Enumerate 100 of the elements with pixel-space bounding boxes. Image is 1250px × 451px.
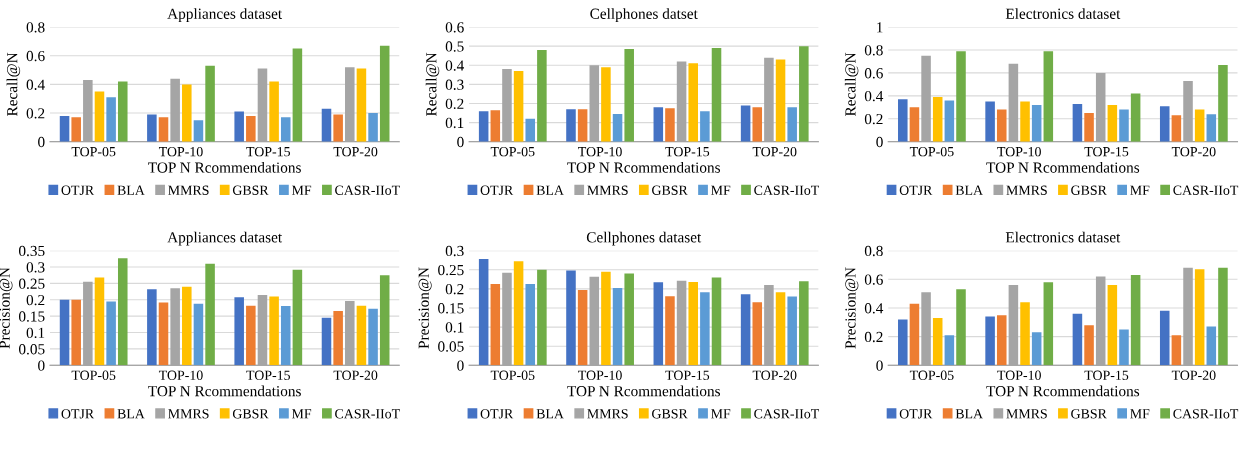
- bar: [1084, 325, 1094, 366]
- bar: [740, 105, 751, 142]
- bar: [700, 111, 710, 142]
- legend-label: CASR-IIoT: [1173, 409, 1239, 419]
- bar: [996, 109, 1007, 142]
- bar: [676, 61, 687, 142]
- y-tick-label: 0.05: [18, 344, 45, 355]
- x-tick-label: TOP-15: [246, 370, 290, 380]
- bar: [490, 110, 501, 142]
- legend-label: OTJR: [61, 409, 95, 419]
- chart-title: Appliances dataset: [167, 8, 283, 22]
- bar: [676, 280, 687, 366]
- bar: [1218, 64, 1228, 142]
- legend-label: OTJR: [480, 185, 514, 195]
- bar: [566, 109, 576, 142]
- bar: [94, 91, 105, 142]
- bar: [787, 107, 797, 142]
- bar: [1084, 113, 1094, 142]
- bar: [787, 296, 797, 366]
- y-tick-label: 0.3: [445, 79, 464, 90]
- x-tick-label: TOP-05: [490, 146, 535, 157]
- bar: [1218, 267, 1228, 366]
- x-axis-title: TOP N Rcommendations: [986, 385, 1140, 397]
- y-tick-label: 0.1: [26, 327, 45, 339]
- bar: [1194, 269, 1205, 366]
- bar: [589, 276, 600, 366]
- bar: [147, 114, 157, 142]
- bar: [117, 258, 128, 366]
- bar: [1095, 72, 1106, 142]
- y-axis-title: Precision@N: [418, 267, 432, 349]
- bar: [280, 117, 291, 142]
- bar: [71, 117, 81, 142]
- x-axis-title: TOP N Rcommendations: [567, 385, 721, 397]
- bar: [321, 108, 332, 142]
- bar: [577, 109, 588, 142]
- bar: [898, 319, 908, 366]
- bar: [944, 335, 955, 366]
- bar: [1119, 109, 1129, 142]
- bar: [653, 107, 664, 142]
- x-tick-label: TOP-20: [1171, 370, 1216, 380]
- bar: [1159, 310, 1170, 366]
- y-tick-label: 0.6: [26, 50, 45, 62]
- y-tick-label: 0: [457, 136, 464, 148]
- bar: [292, 48, 303, 142]
- x-tick-label: TOP-10: [578, 146, 622, 157]
- bar: [71, 299, 81, 366]
- bar: [1043, 282, 1054, 366]
- bar: [269, 81, 279, 142]
- bar: [688, 281, 698, 366]
- x-tick-label: TOP-10: [158, 370, 203, 380]
- bar: [612, 114, 623, 142]
- y-tick-label: 0.6: [864, 274, 883, 285]
- x-tick-label: TOP-05: [71, 146, 116, 157]
- legend-label: OTJR: [61, 185, 95, 195]
- y-tick-label: 0.6: [445, 22, 464, 33]
- bar: [985, 101, 995, 142]
- bar: [205, 65, 215, 142]
- bar: [158, 302, 169, 366]
- legend-label: GBSR: [1071, 185, 1107, 195]
- y-tick-label: 0.6: [864, 68, 883, 79]
- y-axis-title: Recall@N: [6, 52, 21, 117]
- bar: [577, 290, 588, 366]
- legend-label: BLA: [536, 185, 564, 195]
- chart-title: Electronics dataset: [1005, 231, 1121, 243]
- legend-label: MF: [291, 185, 312, 195]
- bar: [356, 68, 367, 142]
- bar: [799, 281, 809, 366]
- bar: [1072, 103, 1083, 142]
- x-tick-label: TOP-20: [333, 370, 378, 380]
- bar: [624, 273, 634, 366]
- legend-label: GBSR: [652, 409, 688, 419]
- bar: [1183, 80, 1193, 142]
- bar: [1159, 106, 1170, 142]
- legend-label: CASR-IIoT: [335, 185, 400, 195]
- bar: [513, 71, 524, 142]
- x-tick-label: TOP-15: [246, 147, 290, 157]
- bar: [589, 65, 600, 142]
- bar: [764, 285, 774, 366]
- x-axis-title: TOP N Rcommendations: [148, 161, 301, 173]
- y-tick-label: 0.15: [18, 311, 45, 322]
- bar: [665, 108, 675, 142]
- x-tick-label: TOP-20: [333, 146, 378, 157]
- legend-label: MMRS: [587, 185, 628, 195]
- legend-label: OTJR: [899, 409, 933, 419]
- bar: [368, 113, 378, 142]
- bar: [799, 46, 809, 142]
- bar: [525, 118, 536, 142]
- bar: [1043, 51, 1054, 142]
- y-tick-label: 0: [457, 360, 464, 371]
- y-tick-label: 0.8: [864, 45, 883, 56]
- bar: [956, 51, 966, 142]
- bar: [246, 115, 256, 142]
- bar: [985, 316, 995, 366]
- bar: [379, 275, 390, 366]
- y-tick-label: 0: [876, 360, 883, 371]
- y-tick-label: 0.4: [445, 60, 465, 71]
- bar: [932, 97, 943, 142]
- bar: [1171, 115, 1182, 142]
- bar: [321, 317, 332, 366]
- bar: [246, 305, 256, 366]
